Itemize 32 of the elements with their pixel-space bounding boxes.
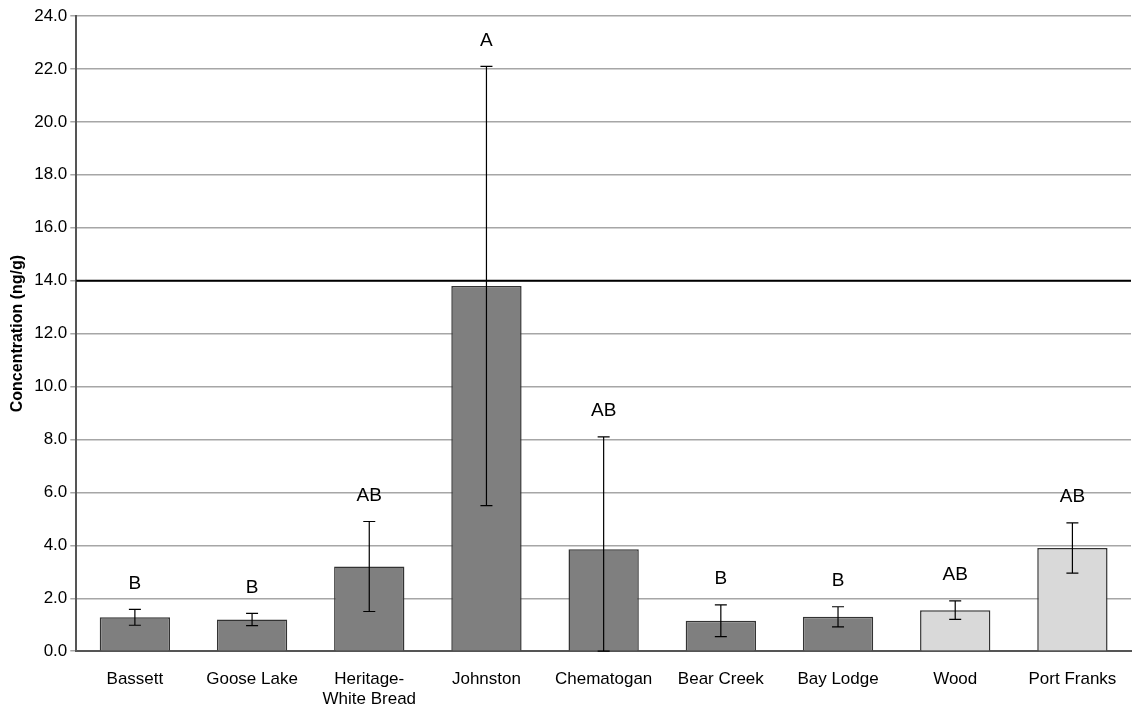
annotation: AB: [356, 483, 382, 505]
y-tick-label: 6.0: [43, 482, 68, 502]
x-tick-label: Heritage-White Bread: [322, 669, 417, 709]
annotation: B: [831, 568, 845, 590]
annotation: AB: [1059, 485, 1086, 507]
x-tick-label: Chematogan: [554, 669, 653, 689]
x-tick-label: Johnston: [451, 669, 521, 689]
x-tick-label: Port Franks: [1028, 669, 1117, 689]
y-tick-label: 8.0: [43, 429, 68, 449]
y-tick-label: 18.0: [34, 164, 68, 184]
annotation: AB: [590, 399, 617, 421]
x-tick-label: Bear Creek: [677, 669, 765, 689]
y-tick-label: 22.0: [34, 58, 68, 78]
y-tick-label: 14.0: [34, 270, 68, 290]
y-tick-label: 0.0: [43, 640, 68, 660]
y-tick-label: 2.0: [43, 587, 68, 607]
annotation: A: [480, 28, 494, 50]
x-tick-label: Bay Lodge: [797, 669, 879, 689]
y-tick-label: 16.0: [34, 217, 68, 237]
y-tick-label: 10.0: [34, 376, 68, 396]
x-tick-label: Bassett: [106, 669, 164, 689]
x-tick-label: Wood: [933, 669, 978, 689]
y-tick-label: 24.0: [34, 5, 68, 25]
y-tick-label: 4.0: [43, 535, 68, 555]
annotation: B: [714, 567, 728, 589]
annotation: B: [128, 571, 142, 593]
y-axis-title: Concentration (ng/g): [8, 254, 26, 413]
annotation: B: [245, 575, 259, 597]
x-tick-label: Goose Lake: [206, 669, 298, 689]
annotation: AB: [942, 563, 968, 585]
y-tick-label: 12.0: [34, 323, 68, 343]
y-tick-label: 20.0: [34, 111, 68, 131]
